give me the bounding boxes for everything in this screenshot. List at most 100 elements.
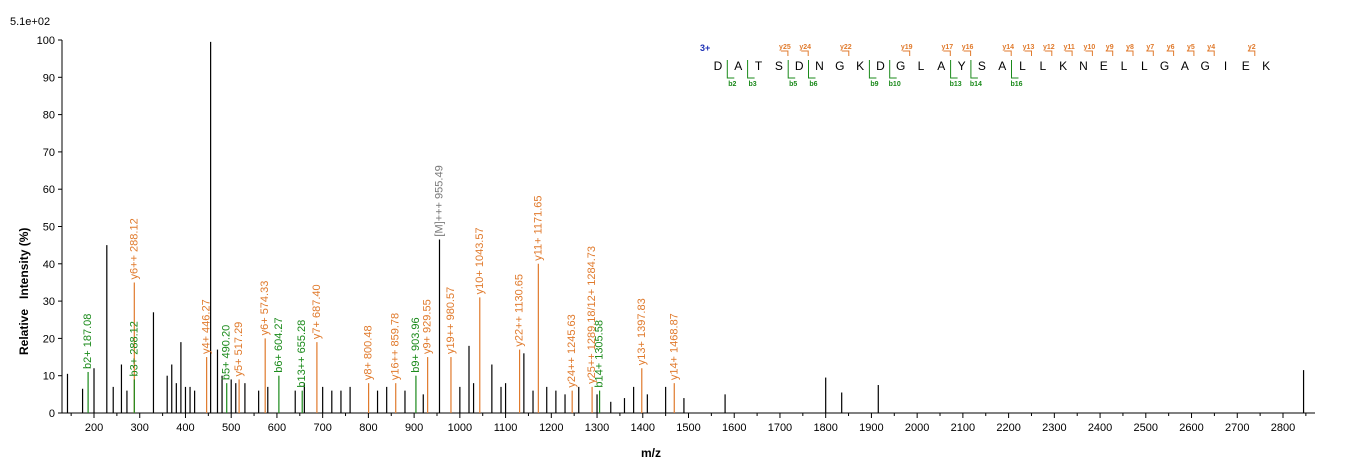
peak-label: y10+ 1043.57 <box>474 227 486 294</box>
y-ion-tag: y16 <box>962 44 974 51</box>
residue: G <box>835 59 844 73</box>
y-ion-tag: y22 <box>840 44 852 51</box>
x-tick-label: 2000 <box>905 422 929 434</box>
peak-label: y6++ 288.12 <box>128 218 140 279</box>
residue: A <box>734 59 742 73</box>
y-cleavage-mark <box>1166 50 1175 56</box>
y-axis: 0 10 20 30 40 50 60 70 80 90 100 <box>37 35 63 420</box>
peak-label: y24++ 1245.63 <box>566 314 578 387</box>
residue: A <box>937 59 945 73</box>
x-tick-label: 700 <box>313 422 331 434</box>
y-ion-tag: y12 <box>1043 44 1055 51</box>
x-tick-label: 2800 <box>1271 422 1295 434</box>
peak-label: [M]+++ 955.49 <box>433 165 445 236</box>
peak-label: b3+ 288.12 <box>128 321 140 376</box>
y-tick-label: 0 <box>49 408 55 420</box>
y-ion-tag: y14 <box>1002 44 1014 51</box>
x-tick-label: 2200 <box>996 422 1020 434</box>
scale-label: 5.1e+02 <box>10 16 50 28</box>
residue: A <box>1181 59 1189 73</box>
y-tick-label: 10 <box>43 371 55 383</box>
b-ion-tag: b2 <box>728 81 736 88</box>
residue: Y <box>958 59 966 73</box>
residue: S <box>775 59 783 73</box>
y-cleavage-mark <box>780 50 789 56</box>
peak-label: y11+ 1171.65 <box>532 195 544 260</box>
residue: T <box>755 59 763 73</box>
y-tick-label: 40 <box>43 259 55 271</box>
y-ion-tag: y6 <box>1167 44 1175 51</box>
peak-label: y9+ 929.55 <box>422 299 434 354</box>
peak-label: y22++ 1130.65 <box>514 274 526 347</box>
residue: S <box>978 59 986 73</box>
peak-label: b9+ 903.96 <box>410 317 422 372</box>
y-axis-title: Relative Intensity (%) <box>17 228 31 355</box>
y-ion-tag: y2 <box>1248 44 1256 51</box>
y-ion-tag: y4 <box>1207 44 1215 51</box>
residue: K <box>1059 59 1067 73</box>
y-cleavage-mark <box>1105 50 1114 56</box>
b-cleavage-mark <box>889 60 897 79</box>
x-tick-label: 2400 <box>1088 422 1112 434</box>
residue: K <box>856 59 864 73</box>
residue: L <box>1121 59 1128 73</box>
y-cleavage-mark <box>1126 50 1134 56</box>
residue: N <box>1079 59 1088 73</box>
residue: G <box>1160 59 1169 73</box>
y-cleavage-mark <box>1004 50 1012 56</box>
y-ion-tag: y25 <box>779 44 791 51</box>
y-cleavage-mark <box>841 50 850 56</box>
y-tick-label: 50 <box>43 222 55 234</box>
residue: L <box>1039 59 1046 73</box>
residue: G <box>1201 59 1210 73</box>
x-tick-label: 2700 <box>1225 422 1249 434</box>
x-tick-label: 1300 <box>585 422 609 434</box>
b-ion-tag: b3 <box>749 81 757 88</box>
x-tick-label: 1800 <box>813 422 837 434</box>
residue: N <box>815 59 824 73</box>
peak-label: y16++ 859.78 <box>390 313 402 380</box>
y-cleavage-mark <box>943 50 951 56</box>
y-cleavage-mark <box>1247 50 1256 56</box>
y-ion-tag: y10 <box>1084 44 1096 51</box>
y-cleavage-mark <box>1085 50 1093 56</box>
y-ion-tag: y24 <box>799 44 811 51</box>
b-ion-tag: b6 <box>809 81 817 88</box>
x-tick-label: 1700 <box>768 422 792 434</box>
x-tick-label: 1100 <box>494 422 518 434</box>
x-tick-label: 2100 <box>951 422 975 434</box>
residue: D <box>876 59 885 73</box>
x-tick-label: 900 <box>405 422 423 434</box>
peak-label: y25++ 1289.18/12+ 1284.73 <box>586 246 598 384</box>
y-cleavage-mark <box>1146 50 1154 56</box>
b-cleavage-mark <box>970 60 978 79</box>
x-tick-label: 1600 <box>722 422 746 434</box>
x-tick-label: 2300 <box>1042 422 1066 434</box>
y-ion-tag: y5 <box>1187 44 1195 51</box>
x-tick-label: 2500 <box>1134 422 1158 434</box>
peak-label: y19++ 980.57 <box>445 287 457 354</box>
b-ion-tag: b16 <box>1010 81 1022 88</box>
residue: L <box>918 59 925 73</box>
residue: E <box>1100 59 1108 73</box>
b-ion-tag: b5 <box>789 81 797 88</box>
b-ion-tag: b9 <box>870 81 878 88</box>
x-tick-label: 2600 <box>1179 422 1203 434</box>
b-ion-tag: b14 <box>970 81 982 88</box>
y-ion-tag: y11 <box>1063 44 1074 51</box>
x-axis: 200 300 400 500 600 700 800 900 1000 1100 1200 1300… <box>62 412 1315 434</box>
x-tick-label: 500 <box>222 422 240 434</box>
x-tick-label: 600 <box>268 422 286 434</box>
y-ion-tag: y9 <box>1106 44 1114 51</box>
x-tick-label: 1200 <box>539 422 563 434</box>
b-cleavage-mark <box>868 60 877 79</box>
y-cleavage-mark <box>1024 50 1032 56</box>
b-ion-tag: b10 <box>889 81 901 88</box>
y-cleavage-mark <box>1207 50 1215 56</box>
y-tick-label: 100 <box>37 35 55 47</box>
y-cleavage-mark <box>801 50 809 56</box>
y-tick-label: 60 <box>43 184 55 196</box>
y-ion-tag: y17 <box>941 44 953 51</box>
